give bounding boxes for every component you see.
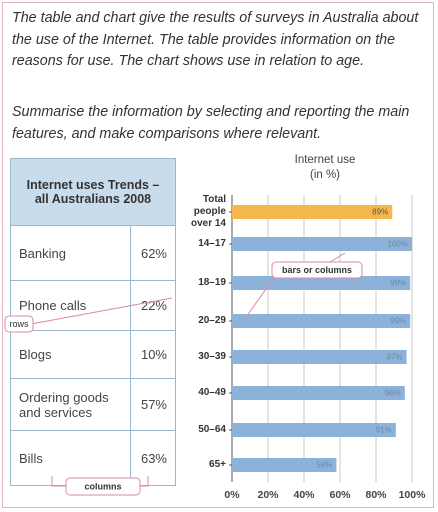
y-tick-label-box: 30–39 [198, 351, 226, 362]
bar [232, 458, 337, 472]
bar [232, 276, 411, 290]
frame [2, 2, 434, 508]
cell: Ordering goods and services [10, 378, 131, 431]
annotation-columns: columns [51, 476, 149, 496]
y-tick-label-box: 20–29 [198, 315, 226, 326]
value-label: 58% [316, 461, 332, 470]
value-label: 100% [388, 240, 408, 249]
annotation-bars: bars or columns [243, 252, 363, 321]
table: Internet uses Trends – all Australians 2… [10, 158, 176, 486]
bar [232, 423, 396, 437]
y-tick-label: 20–29 [198, 315, 226, 326]
bar [232, 237, 412, 251]
y-tick-label: 14–17 [198, 238, 226, 249]
annotation: columns [84, 481, 121, 491]
chart-title: Internet use [295, 154, 356, 166]
cell: 63% [130, 430, 176, 486]
cell: 62% [130, 225, 176, 281]
cell: 10% [130, 330, 176, 379]
plot: 0% 20% 40% 60% 80% 100% 89% Total people over 1… [190, 194, 427, 501]
bar [232, 350, 407, 364]
value-label: 99% [390, 317, 406, 326]
y-tick-label: 50–64 [198, 424, 226, 435]
bar [232, 314, 411, 328]
bar [232, 205, 393, 219]
x-tick-label: 100% [399, 489, 427, 501]
cell: Banking [10, 225, 131, 281]
y-tick-label-box: 14–17 [198, 238, 226, 249]
value-label: 91% [376, 426, 392, 435]
y-tick-label-box: 50–64 [198, 424, 226, 435]
y-tick-label: 18–19 [198, 277, 226, 288]
y-tick-label-box: Total people over 14 [190, 194, 226, 229]
value-label: 97% [387, 353, 403, 362]
y-tick-label-box: 65+ [209, 459, 226, 470]
value-label: 99% [390, 279, 406, 288]
x-tick-label: 80% [365, 489, 387, 501]
cell: Bills [10, 430, 131, 486]
annotation-rows: rows [4, 297, 173, 333]
y-tick-label: 65+ [209, 459, 226, 470]
instruction: Summarise the information by selecting a… [12, 104, 410, 142]
annotation: rows [9, 319, 29, 329]
annotation: bars or columns [282, 265, 352, 275]
y-tick-label: 30–39 [198, 351, 226, 362]
instruction: The table and chart give the results of … [12, 10, 419, 69]
y-tick-label-box: 18–19 [198, 277, 226, 288]
x-tick-label: 0% [224, 489, 240, 501]
x-tick-label: 60% [329, 489, 351, 501]
value-label: 89% [372, 208, 388, 217]
y-tick-label: Total people over 14 [190, 194, 226, 229]
value-label: 96% [385, 389, 401, 398]
bar [232, 386, 405, 400]
x-tick-label: 40% [293, 489, 315, 501]
x-tick-label: 20% [257, 489, 279, 501]
y-tick-label-box: 40–49 [198, 387, 226, 398]
chart-subtitle: (in %) [310, 169, 340, 181]
y-tick-label: 40–49 [198, 387, 226, 398]
